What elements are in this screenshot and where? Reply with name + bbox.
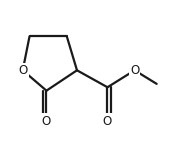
Text: O: O: [42, 115, 51, 128]
Text: O: O: [103, 115, 112, 128]
Text: O: O: [18, 64, 27, 77]
Text: O: O: [130, 64, 139, 77]
